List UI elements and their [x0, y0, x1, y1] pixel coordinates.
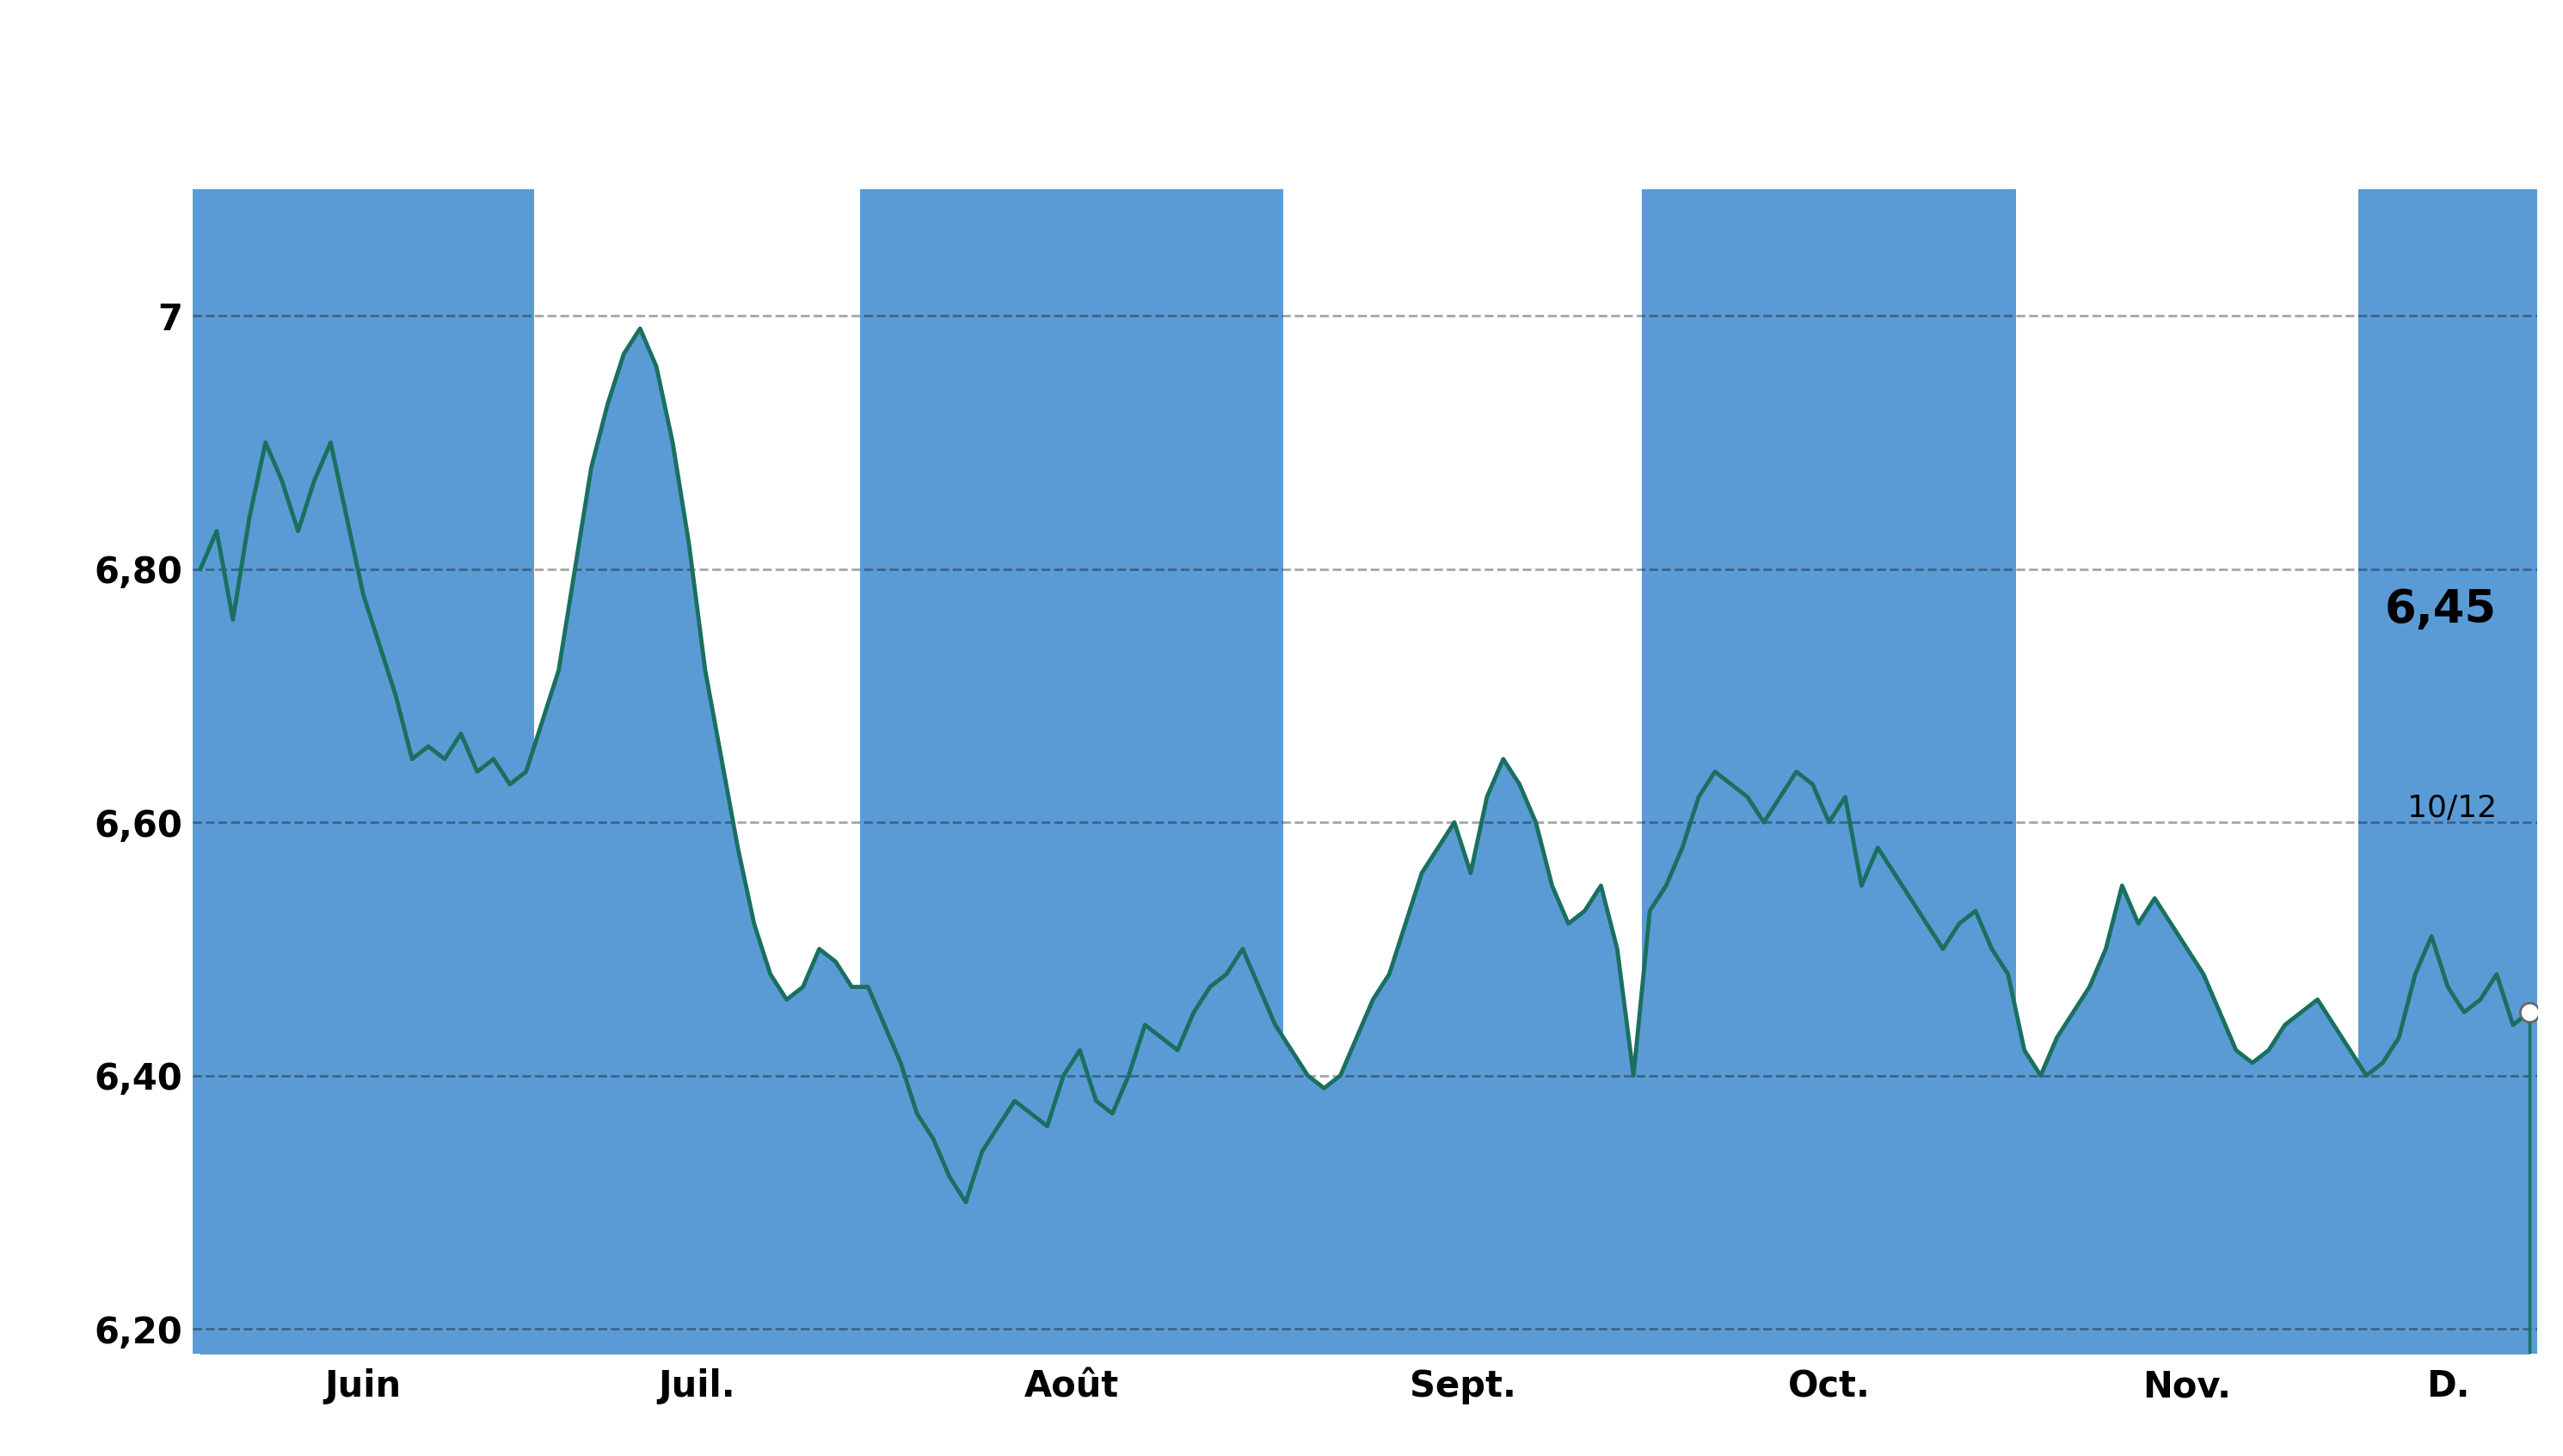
Bar	[1643, 189, 2017, 1354]
Text: Abrdn Income Credit Strategies Fund: Abrdn Income Credit Strategies Fund	[556, 50, 2007, 118]
Bar	[192, 189, 533, 1354]
Text: 6,45: 6,45	[2384, 588, 2496, 632]
Bar	[861, 189, 1284, 1354]
Bar	[2358, 189, 2537, 1354]
Text: 10/12: 10/12	[2407, 794, 2496, 823]
